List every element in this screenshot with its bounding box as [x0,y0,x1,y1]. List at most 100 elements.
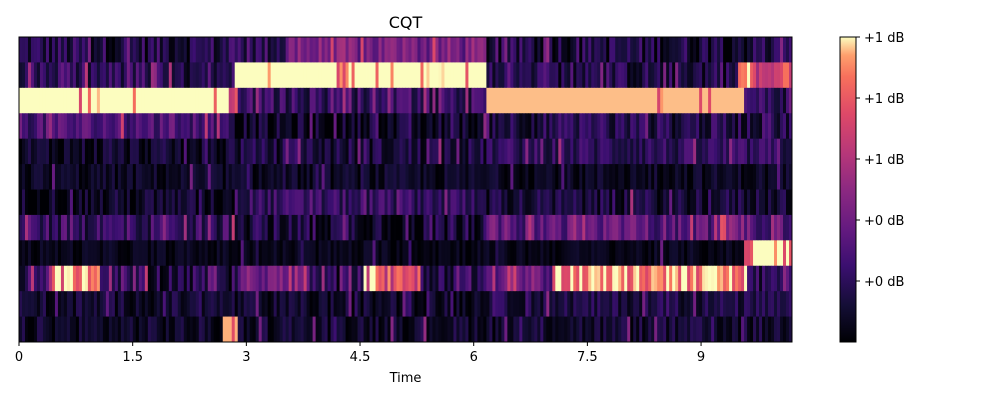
heatmap-cell [390,37,394,63]
heatmap-cell [543,113,547,140]
heatmap-cell [765,214,769,241]
heatmap-cell [471,291,475,317]
heatmap-cell [657,316,661,342]
heatmap-cell [783,189,787,216]
heatmap-cell [264,265,269,292]
heatmap-cell [444,62,448,89]
heatmap-cell [297,37,302,63]
heatmap-cell [663,214,667,241]
heatmap-cell [375,214,379,241]
heatmap-cell [174,265,179,292]
heatmap-cell [426,37,430,63]
heatmap-cell [111,113,116,140]
heatmap-cell [219,189,224,216]
heatmap-cell [441,291,445,317]
heatmap-cell [564,113,568,140]
heatmap-cell [22,37,26,63]
heatmap-cell [414,189,418,216]
heatmap-cell [336,37,340,63]
heatmap-cell [756,265,760,292]
heatmap-cell [237,62,242,89]
heatmap-cell [342,316,346,342]
heatmap-cell [522,62,526,89]
heatmap-cell [153,62,158,89]
heatmap-cell [723,164,727,190]
heatmap-cell [276,138,281,165]
heatmap-cell [426,87,430,114]
heatmap-cell [438,62,442,89]
heatmap-cell [54,189,59,216]
heatmap-cell [639,37,643,63]
heatmap-cell [672,113,676,140]
heatmap-cell [324,62,328,89]
heatmap-cell [354,138,358,165]
heatmap-cell [90,113,95,140]
heatmap-cell [357,138,361,165]
heatmap-cell [75,316,80,342]
heatmap-cell [306,113,311,140]
heatmap-cell [132,138,137,165]
heatmap-cell [327,37,331,63]
heatmap-cell [669,240,673,267]
heatmap-cell [600,62,604,89]
heatmap-cell [789,62,792,89]
heatmap-cell [19,87,23,114]
heatmap-cell [690,214,694,241]
heatmap-cell [594,240,598,267]
heatmap-cell [555,87,559,114]
heatmap-cell [567,113,571,140]
heatmap-cell [516,37,520,63]
heatmap-cell [510,291,514,317]
heatmap-cell [261,113,266,140]
heatmap-cell [174,138,179,165]
heatmap-cell [549,37,553,63]
heatmap-cell [561,164,565,190]
heatmap-cell [768,113,772,140]
heatmap-cell [708,138,712,165]
heatmap-cell [696,164,700,190]
heatmap-cell [147,164,152,190]
heatmap-cell [384,214,388,241]
heatmap-cell [612,265,616,292]
heatmap-cell [429,37,433,63]
heatmap-cell [207,214,212,241]
heatmap-cell [45,240,50,267]
heatmap-cell [321,164,326,190]
heatmap-cell [165,291,170,317]
heatmap-cell [318,265,323,292]
heatmap-cell [786,214,790,241]
heatmap-cell [669,62,673,89]
heatmap-cell [333,214,337,241]
heatmap-cell [78,113,83,140]
heatmap-cell [282,62,287,89]
heatmap-cell [246,265,251,292]
heatmap-cell [585,189,589,216]
heatmap-cell [384,37,388,63]
heatmap-cell [123,214,128,241]
heatmap-cell [726,62,730,89]
heatmap-cell [111,164,116,190]
heatmap-cell [363,62,367,89]
heatmap-cell [450,316,454,342]
heatmap-cell [678,189,682,216]
heatmap-cell [222,37,227,63]
heatmap-cell [378,37,382,63]
heatmap-cell [393,265,397,292]
heatmap-cell [315,138,320,165]
heatmap-cell [225,87,230,114]
heatmap-cell [759,113,763,140]
heatmap-cell [501,189,505,216]
heatmap-cell [168,189,173,216]
heatmap-cell [348,240,352,267]
heatmap-cell [120,291,125,317]
heatmap-cell [237,291,242,317]
heatmap-cell [717,37,721,63]
heatmap-cell [390,291,394,317]
heatmap-cell [513,138,517,165]
heatmap-cell [213,316,218,342]
heatmap-cell [582,138,586,165]
x-tick-label: 6 [470,350,478,365]
heatmap-cell [171,164,176,190]
heatmap-cell [441,189,445,216]
heatmap-cell [651,291,655,317]
